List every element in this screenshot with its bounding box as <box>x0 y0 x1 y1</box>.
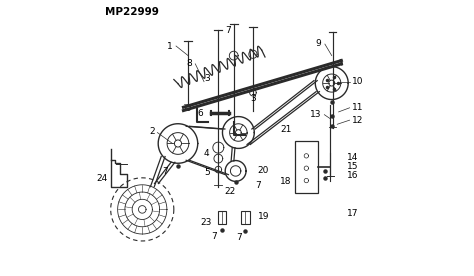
Text: 7: 7 <box>237 233 242 242</box>
Text: 16: 16 <box>347 171 358 181</box>
Text: 17: 17 <box>347 209 358 218</box>
Text: 3: 3 <box>250 94 256 103</box>
Text: 23: 23 <box>201 218 212 227</box>
Bar <box>218 211 226 224</box>
Text: 10: 10 <box>352 77 364 86</box>
Text: 3: 3 <box>204 75 210 83</box>
Text: 7: 7 <box>225 26 231 35</box>
Text: 13: 13 <box>310 110 321 119</box>
Text: 7: 7 <box>255 181 261 190</box>
Text: 6: 6 <box>197 109 203 118</box>
Text: 9: 9 <box>316 39 321 48</box>
Text: 5: 5 <box>204 168 210 177</box>
Text: 7: 7 <box>162 167 168 176</box>
Bar <box>295 141 318 193</box>
Text: 11: 11 <box>352 103 364 112</box>
Text: 2: 2 <box>149 127 155 136</box>
Text: 12: 12 <box>352 116 364 125</box>
Text: 7: 7 <box>211 232 218 241</box>
Text: 8: 8 <box>187 59 192 68</box>
Text: 19: 19 <box>257 212 269 221</box>
Text: 4: 4 <box>204 148 210 158</box>
Text: 1: 1 <box>167 41 173 51</box>
Text: 21: 21 <box>281 125 292 134</box>
Text: 22: 22 <box>225 187 236 196</box>
Text: 20: 20 <box>257 166 269 175</box>
Bar <box>241 211 250 224</box>
Text: MP22999: MP22999 <box>105 7 159 17</box>
Text: 15: 15 <box>347 162 358 171</box>
Text: 24: 24 <box>96 174 108 183</box>
Text: 14: 14 <box>347 153 358 162</box>
Text: 18: 18 <box>280 177 292 186</box>
